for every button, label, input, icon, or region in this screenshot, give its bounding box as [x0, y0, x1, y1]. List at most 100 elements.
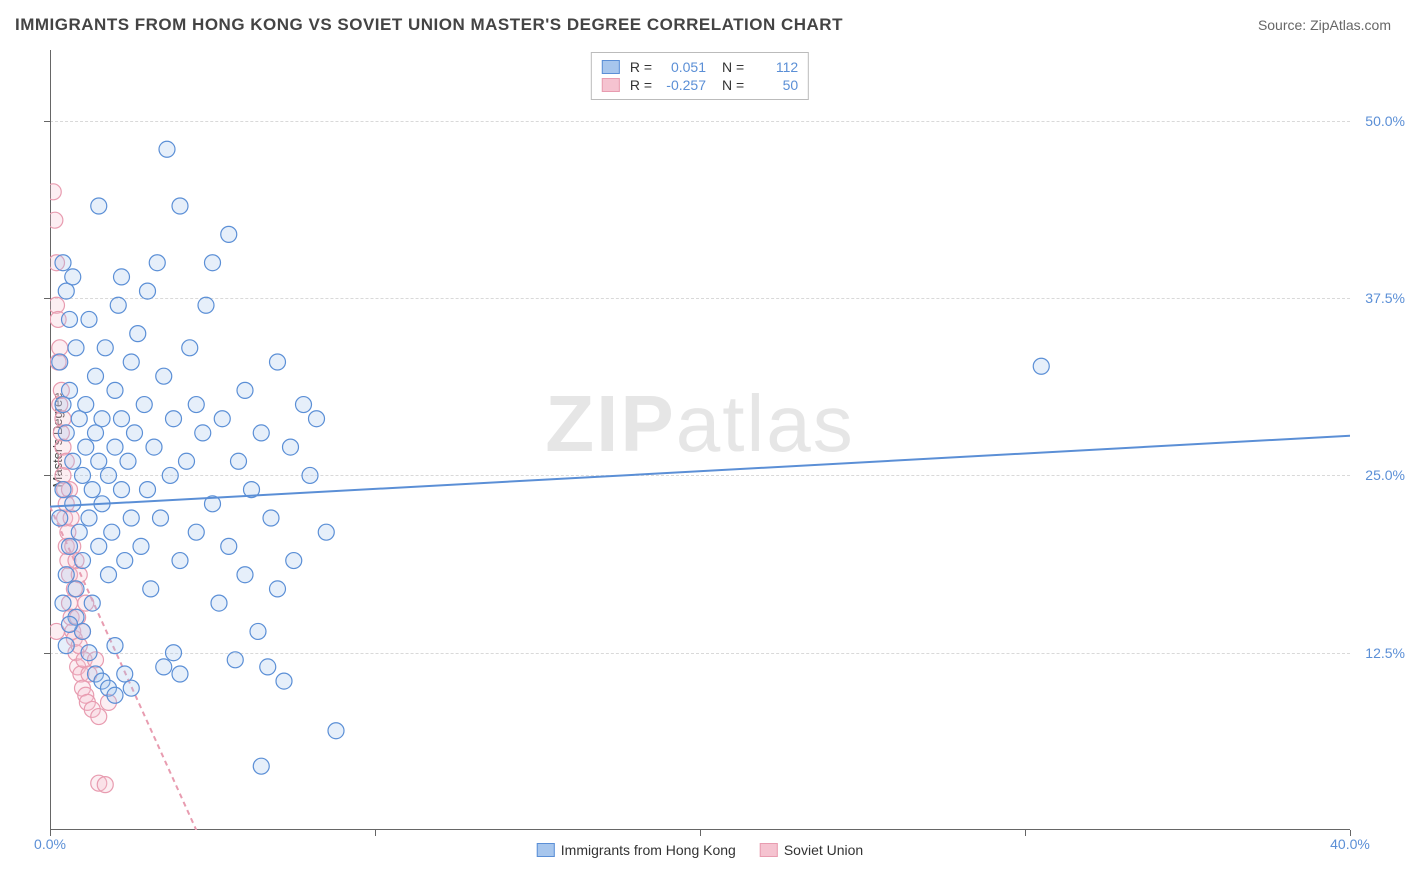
data-point	[276, 673, 292, 689]
plot-area: 12.5%25.0%37.5%50.0%0.0%40.0%	[50, 50, 1350, 830]
swatch-su-icon	[760, 843, 778, 857]
data-point	[58, 283, 74, 299]
data-point	[52, 354, 68, 370]
legend-row-hk: R = 0.051 N = 112	[602, 59, 798, 75]
data-point	[55, 255, 71, 271]
data-point	[114, 269, 130, 285]
data-point	[58, 567, 74, 583]
data-point	[65, 496, 81, 512]
y-tick-label: 12.5%	[1355, 645, 1405, 661]
data-point	[153, 510, 169, 526]
data-point	[65, 453, 81, 469]
source-name: ZipAtlas.com	[1310, 17, 1391, 33]
data-point	[188, 397, 204, 413]
correlation-chart: Master's Degree ZIPatlas 12.5%25.0%37.5%…	[50, 50, 1350, 830]
data-point	[120, 453, 136, 469]
legend-row-su: R = -0.257 N = 50	[602, 77, 798, 93]
data-point	[1033, 358, 1049, 374]
data-point	[62, 616, 78, 632]
r-value-su: -0.257	[658, 77, 706, 93]
data-point	[94, 411, 110, 427]
data-point	[195, 425, 211, 441]
data-point	[52, 510, 68, 526]
data-point	[68, 340, 84, 356]
data-point	[198, 297, 214, 313]
data-point	[107, 439, 123, 455]
data-point	[263, 510, 279, 526]
data-point	[133, 538, 149, 554]
n-value-su: 50	[750, 77, 798, 93]
data-point	[58, 638, 74, 654]
data-point	[166, 411, 182, 427]
n-value-hk: 112	[750, 59, 798, 75]
data-point	[309, 411, 325, 427]
data-point	[78, 397, 94, 413]
data-point	[71, 524, 87, 540]
data-point	[166, 645, 182, 661]
data-point	[260, 659, 276, 675]
data-point	[117, 666, 133, 682]
data-point	[101, 567, 117, 583]
series-legend: Immigrants from Hong Kong Soviet Union	[537, 842, 863, 858]
data-point	[62, 311, 78, 327]
data-point	[159, 141, 175, 157]
data-point	[253, 425, 269, 441]
data-point	[253, 758, 269, 774]
data-point	[270, 581, 286, 597]
data-point	[110, 297, 126, 313]
data-point	[123, 680, 139, 696]
data-point	[114, 411, 130, 427]
data-point	[50, 184, 61, 200]
data-point	[146, 439, 162, 455]
y-tick-label: 37.5%	[1355, 290, 1405, 306]
data-point	[250, 623, 266, 639]
data-point	[221, 226, 237, 242]
data-point	[107, 687, 123, 703]
legend-label-hk: Immigrants from Hong Kong	[561, 842, 736, 858]
data-point	[221, 538, 237, 554]
data-point	[136, 397, 152, 413]
trend-line	[50, 436, 1350, 507]
data-point	[318, 524, 334, 540]
data-point	[302, 467, 318, 483]
data-point	[101, 467, 117, 483]
data-point	[62, 538, 78, 554]
data-point	[156, 368, 172, 384]
legend-item-hk: Immigrants from Hong Kong	[537, 842, 736, 858]
data-point	[172, 198, 188, 214]
data-point	[84, 595, 100, 611]
x-tick-label: 40.0%	[1330, 836, 1370, 852]
data-point	[88, 368, 104, 384]
legend-label-su: Soviet Union	[784, 842, 863, 858]
data-point	[68, 581, 84, 597]
data-point	[107, 382, 123, 398]
r-label: R =	[630, 59, 652, 75]
data-point	[123, 354, 139, 370]
data-point	[81, 645, 97, 661]
x-tick	[1025, 830, 1026, 836]
data-point	[127, 425, 143, 441]
data-point	[286, 553, 302, 569]
r-value-hk: 0.051	[658, 59, 706, 75]
data-point	[179, 453, 195, 469]
data-point	[205, 255, 221, 271]
legend-item-su: Soviet Union	[760, 842, 863, 858]
data-point	[296, 397, 312, 413]
data-point	[227, 652, 243, 668]
page-title: IMMIGRANTS FROM HONG KONG VS SOVIET UNIO…	[15, 15, 843, 35]
data-point	[84, 482, 100, 498]
data-point	[143, 581, 159, 597]
swatch-hk-icon	[537, 843, 555, 857]
data-point	[75, 553, 91, 569]
data-point	[114, 482, 130, 498]
x-tick	[700, 830, 701, 836]
data-point	[55, 397, 71, 413]
data-point	[81, 510, 97, 526]
scatter-svg	[50, 50, 1350, 830]
data-point	[55, 439, 71, 455]
data-point	[91, 453, 107, 469]
data-point	[75, 467, 91, 483]
data-point	[130, 326, 146, 342]
data-point	[81, 311, 97, 327]
data-point	[107, 638, 123, 654]
